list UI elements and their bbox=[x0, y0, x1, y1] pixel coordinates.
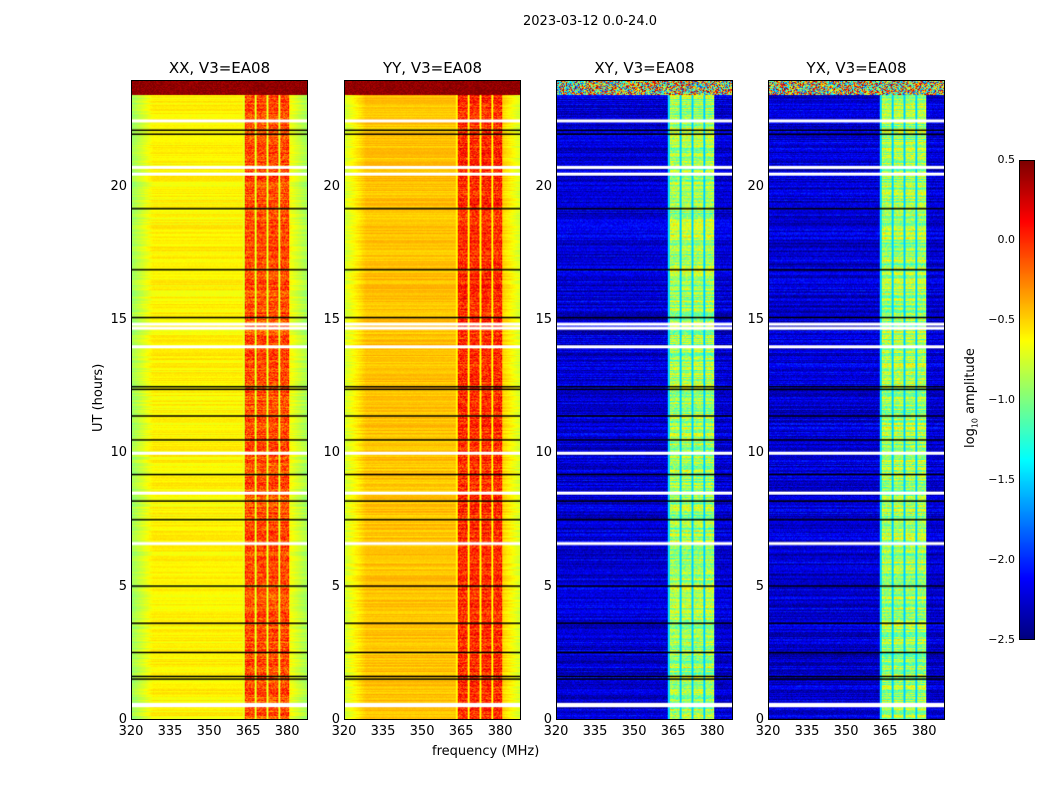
y-tick-label: 0 bbox=[543, 712, 552, 727]
y-tick-label: 0 bbox=[118, 712, 127, 727]
x-tick-label: 380 bbox=[487, 724, 513, 739]
panel-title: XX, V3=EA08 bbox=[168, 59, 271, 77]
colorbar-label: log10 amplitude bbox=[963, 348, 980, 448]
y-tick-label: 5 bbox=[118, 578, 127, 594]
x-tick-label: 320 bbox=[755, 724, 781, 739]
y-tick-label: 15 bbox=[747, 312, 764, 327]
y-tick-label: 0 bbox=[331, 712, 340, 727]
x-tick-label: 365 bbox=[872, 724, 898, 739]
x-tick-label: 365 bbox=[448, 724, 474, 739]
panel-title: YX, V3=EA08 bbox=[806, 59, 907, 77]
y-tick-label: 10 bbox=[110, 445, 127, 461]
colorbar bbox=[1019, 160, 1035, 640]
x-tick-label: 335 bbox=[370, 724, 396, 739]
colorbar-tick-label: 0.0 bbox=[997, 233, 1016, 246]
x-tick-label: 380 bbox=[699, 724, 725, 739]
x-tick-label: 380 bbox=[274, 724, 300, 739]
y-tick-label: 15 bbox=[110, 312, 127, 327]
colorbar-tick-label: −2.0 bbox=[988, 553, 1015, 566]
x-tick-label: 335 bbox=[794, 724, 820, 739]
y-tick-label: 15 bbox=[323, 312, 340, 327]
y-tick-label: 20 bbox=[535, 178, 552, 194]
x-axis-label: frequency (MHz) bbox=[432, 744, 540, 759]
y-axis-label: UT (hours) bbox=[91, 363, 106, 432]
y-tick-label: 15 bbox=[535, 312, 552, 327]
y-tick-label: 10 bbox=[535, 445, 552, 461]
heatmap-panel-1 bbox=[131, 80, 308, 720]
y-tick-label: 10 bbox=[747, 445, 764, 461]
heatmap-panel-3 bbox=[556, 80, 733, 720]
x-tick-label: 335 bbox=[157, 724, 183, 739]
x-tick-label: 380 bbox=[911, 724, 937, 739]
panel-title: YY, V3=EA08 bbox=[382, 59, 483, 77]
heatmap-panel-4 bbox=[768, 80, 945, 720]
y-tick-label: 5 bbox=[331, 578, 340, 594]
x-tick-label: 320 bbox=[118, 724, 144, 739]
x-tick-label: 350 bbox=[621, 724, 647, 739]
y-tick-label: 20 bbox=[323, 178, 340, 194]
x-tick-label: 350 bbox=[196, 724, 222, 739]
y-tick-label: 5 bbox=[543, 578, 552, 594]
y-tick-label: 5 bbox=[755, 578, 764, 594]
x-tick-label: 365 bbox=[660, 724, 686, 739]
colorbar-tick-label: −2.5 bbox=[988, 633, 1015, 646]
colorbar-tick-label: −1.0 bbox=[988, 393, 1015, 406]
x-tick-label: 365 bbox=[235, 724, 261, 739]
x-tick-label: 350 bbox=[409, 724, 435, 739]
colorbar-tick-label: 0.5 bbox=[997, 153, 1016, 166]
colorbar-tick-label: −0.5 bbox=[988, 313, 1015, 326]
y-tick-label: 20 bbox=[110, 178, 127, 194]
x-tick-label: 320 bbox=[543, 724, 569, 739]
colorbar-tick-label: −1.5 bbox=[988, 473, 1015, 486]
y-tick-label: 10 bbox=[323, 445, 340, 461]
x-tick-label: 320 bbox=[331, 724, 357, 739]
y-tick-label: 20 bbox=[747, 178, 764, 194]
heatmap-panel-2 bbox=[344, 80, 521, 720]
x-tick-label: 335 bbox=[582, 724, 608, 739]
panel-title: XY, V3=EA08 bbox=[594, 59, 695, 77]
y-tick-label: 0 bbox=[755, 712, 764, 727]
figure-title: 2023-03-12 0.0-24.0 bbox=[523, 14, 657, 29]
x-tick-label: 350 bbox=[833, 724, 859, 739]
